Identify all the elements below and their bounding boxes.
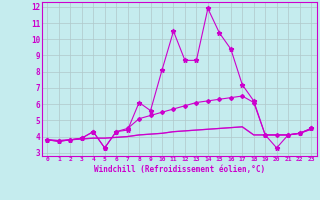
X-axis label: Windchill (Refroidissement éolien,°C): Windchill (Refroidissement éolien,°C) xyxy=(94,165,265,174)
